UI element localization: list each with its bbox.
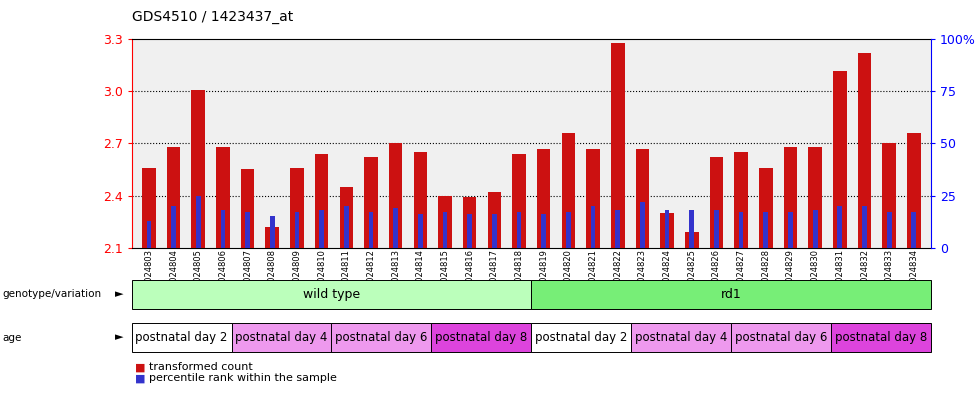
- Bar: [763, 212, 768, 248]
- Text: ■: ■: [135, 362, 145, 373]
- Bar: [315, 154, 329, 248]
- Bar: [191, 90, 205, 248]
- Bar: [142, 168, 156, 248]
- Bar: [265, 227, 279, 248]
- Bar: [517, 212, 522, 248]
- Bar: [862, 206, 867, 248]
- Bar: [467, 214, 472, 248]
- Bar: [636, 149, 649, 248]
- Text: GDS4510 / 1423437_at: GDS4510 / 1423437_at: [132, 10, 292, 24]
- Bar: [784, 147, 798, 248]
- Bar: [714, 210, 719, 248]
- Bar: [294, 212, 299, 248]
- Bar: [685, 232, 698, 248]
- Bar: [912, 212, 916, 248]
- Text: postnatal day 8: postnatal day 8: [435, 331, 527, 344]
- Bar: [907, 133, 920, 248]
- Bar: [813, 210, 817, 248]
- Bar: [858, 53, 872, 248]
- Bar: [319, 210, 324, 248]
- Bar: [808, 147, 822, 248]
- Bar: [788, 212, 793, 248]
- Bar: [739, 212, 744, 248]
- Bar: [640, 202, 644, 248]
- Bar: [586, 149, 600, 248]
- Bar: [220, 210, 225, 248]
- Bar: [611, 43, 625, 248]
- Bar: [615, 210, 620, 248]
- Bar: [443, 212, 448, 248]
- Bar: [665, 210, 670, 248]
- Bar: [146, 220, 151, 248]
- Bar: [541, 214, 546, 248]
- Text: postnatal day 8: postnatal day 8: [835, 331, 927, 344]
- Bar: [537, 149, 551, 248]
- Bar: [660, 213, 674, 248]
- Bar: [833, 71, 846, 248]
- Text: postnatal day 6: postnatal day 6: [735, 331, 828, 344]
- Bar: [463, 197, 477, 248]
- Bar: [566, 212, 570, 248]
- Bar: [591, 206, 596, 248]
- Bar: [413, 152, 427, 248]
- Bar: [167, 147, 180, 248]
- Text: postnatal day 4: postnatal day 4: [235, 331, 328, 344]
- Text: transformed count: transformed count: [149, 362, 253, 373]
- Text: age: age: [2, 332, 21, 343]
- Text: postnatal day 6: postnatal day 6: [335, 331, 428, 344]
- Bar: [882, 143, 896, 248]
- Bar: [418, 214, 423, 248]
- Text: genotype/variation: genotype/variation: [2, 289, 101, 299]
- Bar: [339, 187, 353, 248]
- Bar: [838, 206, 842, 248]
- Bar: [710, 157, 723, 248]
- Bar: [270, 216, 275, 248]
- Bar: [365, 157, 377, 248]
- Text: rd1: rd1: [721, 288, 742, 301]
- Text: ■: ■: [135, 373, 145, 384]
- Text: postnatal day 2: postnatal day 2: [535, 331, 628, 344]
- Text: wild type: wild type: [303, 288, 360, 301]
- Text: postnatal day 4: postnatal day 4: [635, 331, 727, 344]
- Bar: [172, 206, 176, 248]
- Bar: [562, 133, 575, 248]
- Bar: [246, 212, 250, 248]
- Bar: [887, 212, 891, 248]
- Bar: [492, 214, 496, 248]
- Bar: [369, 212, 373, 248]
- Text: ►: ►: [115, 332, 123, 343]
- Text: postnatal day 2: postnatal day 2: [136, 331, 228, 344]
- Bar: [438, 196, 451, 248]
- Bar: [196, 196, 201, 248]
- Text: percentile rank within the sample: percentile rank within the sample: [149, 373, 337, 384]
- Bar: [393, 208, 398, 248]
- Bar: [241, 169, 254, 248]
- Bar: [512, 154, 526, 248]
- Bar: [759, 168, 772, 248]
- Bar: [291, 168, 304, 248]
- Text: ►: ►: [115, 289, 123, 299]
- Bar: [389, 143, 403, 248]
- Bar: [488, 192, 501, 248]
- Bar: [216, 147, 230, 248]
- Bar: [344, 206, 349, 248]
- Bar: [689, 210, 694, 248]
- Bar: [734, 152, 748, 248]
